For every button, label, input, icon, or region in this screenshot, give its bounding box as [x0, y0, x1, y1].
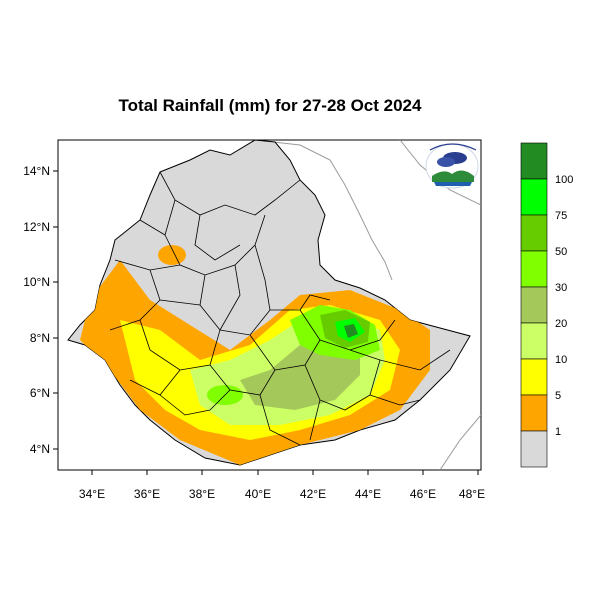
rainfall-legend	[520, 142, 548, 468]
rainfall-shading	[80, 245, 430, 465]
lat-tick-label: 4°N	[30, 442, 50, 456]
lon-tick-label: 42°E	[300, 487, 326, 501]
legend-swatch-100	[520, 142, 548, 180]
legend-label: 10	[555, 354, 567, 366]
admin-boundaries	[109, 171, 451, 446]
lat-tick-label: 6°N	[30, 386, 50, 400]
legend-swatch-75	[520, 178, 548, 216]
somalia-coastline	[439, 414, 481, 470]
legend-swatch-50	[520, 214, 548, 252]
lon-tick-label: 38°E	[189, 487, 215, 501]
legend-label: 5	[555, 390, 561, 402]
lon-tick-label: 48°E	[459, 487, 485, 501]
legend-label: 100	[555, 174, 573, 186]
lat-tick-label: 14°N	[23, 164, 50, 178]
legend-label: 50	[555, 246, 567, 258]
lon-tick-label: 46°E	[410, 487, 436, 501]
longitude-axis	[91, 470, 479, 475]
ethiopian-meteorology-institute-logo	[425, 143, 479, 189]
legend-label: 75	[555, 210, 567, 222]
lon-tick-label: 40°E	[245, 487, 271, 501]
lat-tick-label: 8°N	[30, 331, 50, 345]
rain-zone-100mm	[344, 324, 358, 338]
lat-tick-label: 12°N	[23, 220, 50, 234]
legend-swatch-20	[520, 286, 548, 324]
map-title: Total Rainfall (mm) for 27-28 Oct 2024	[118, 96, 422, 115]
lon-tick-label: 44°E	[355, 487, 381, 501]
legend-swatch-10	[520, 322, 548, 360]
latitude-axis	[53, 170, 58, 450]
legend-swatch-0	[520, 430, 548, 468]
legend-label: 20	[555, 318, 567, 330]
legend-swatch-30	[520, 250, 548, 288]
legend-swatch-5	[520, 358, 548, 396]
lon-tick-label: 34°E	[79, 487, 105, 501]
lat-tick-label: 10°N	[23, 275, 50, 289]
rain-patch-northwest	[158, 245, 186, 265]
legend-label: 1	[555, 426, 561, 438]
red-sea-coastline	[254, 140, 393, 281]
lon-tick-label: 36°E	[134, 487, 160, 501]
legend-label: 30	[555, 282, 567, 294]
legend-swatch-1	[520, 394, 548, 432]
rain-patch-west	[102, 291, 142, 319]
